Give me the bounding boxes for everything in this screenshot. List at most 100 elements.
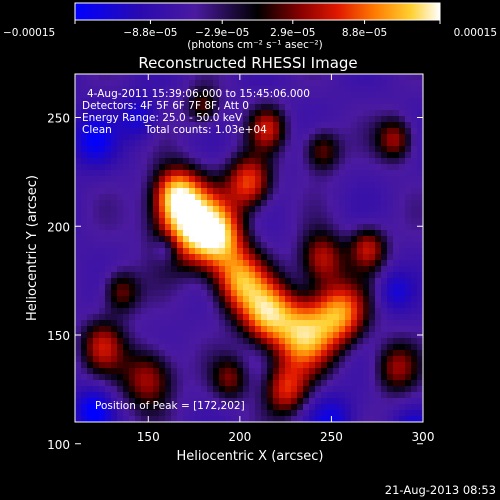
heatmap-cell bbox=[189, 374, 196, 381]
heatmap-cell bbox=[213, 386, 220, 393]
heatmap-cell bbox=[381, 404, 388, 411]
heatmap-cell bbox=[351, 182, 358, 189]
heatmap-cell bbox=[183, 326, 190, 333]
heatmap-cell bbox=[189, 362, 196, 369]
heatmap-cell bbox=[123, 278, 130, 285]
heatmap-cell bbox=[135, 158, 142, 165]
heatmap-cell bbox=[99, 104, 106, 111]
heatmap-cell bbox=[285, 128, 292, 135]
heatmap-cell bbox=[153, 350, 160, 357]
heatmap-cell bbox=[285, 236, 292, 243]
heatmap-cell bbox=[165, 170, 172, 177]
heatmap-cell bbox=[147, 410, 154, 417]
y-axis-label: Heliocentric Y (arcsec) bbox=[25, 175, 40, 321]
heatmap-cell bbox=[117, 182, 124, 189]
heatmap-cell bbox=[351, 344, 358, 351]
heatmap-cell bbox=[351, 302, 358, 309]
heatmap-cell bbox=[303, 80, 310, 87]
heatmap-cell bbox=[345, 92, 352, 99]
heatmap-cell bbox=[153, 140, 160, 147]
heatmap-cell bbox=[285, 200, 292, 207]
heatmap-cell bbox=[201, 380, 208, 387]
heatmap-cell bbox=[75, 116, 82, 123]
heatmap-cell bbox=[81, 152, 88, 159]
heatmap-cell bbox=[123, 350, 130, 357]
heatmap-cell bbox=[87, 176, 94, 183]
heatmap-cell bbox=[375, 224, 382, 231]
heatmap-cell bbox=[153, 236, 160, 243]
heatmap-cell bbox=[291, 74, 298, 81]
heatmap-cell bbox=[327, 254, 334, 261]
heatmap-cell bbox=[189, 98, 196, 105]
heatmap-cell bbox=[279, 128, 286, 135]
heatmap-cell bbox=[405, 254, 412, 261]
heatmap-cell bbox=[387, 122, 394, 129]
heatmap-cell bbox=[273, 116, 280, 123]
heatmap-cell bbox=[291, 128, 298, 135]
heatmap-cell bbox=[207, 284, 214, 291]
heatmap-cell bbox=[417, 134, 423, 141]
heatmap-cell bbox=[225, 74, 232, 81]
heatmap-cell bbox=[99, 368, 106, 375]
heatmap-cell bbox=[351, 134, 358, 141]
heatmap-cell bbox=[183, 266, 190, 273]
heatmap-cell bbox=[321, 122, 328, 129]
heatmap-cell bbox=[327, 320, 334, 327]
heatmap-cell bbox=[357, 362, 364, 369]
heatmap-cell bbox=[81, 314, 88, 321]
heatmap-cell bbox=[357, 290, 364, 297]
heatmap-cell bbox=[333, 116, 340, 123]
heatmap-cell bbox=[405, 350, 412, 357]
heatmap-cell bbox=[213, 320, 220, 327]
heatmap-cell bbox=[75, 344, 82, 351]
heatmap-cell bbox=[219, 392, 226, 399]
heatmap-cell bbox=[201, 134, 208, 141]
heatmap-cell bbox=[213, 404, 220, 411]
heatmap-cell bbox=[129, 200, 136, 207]
heatmap-cell bbox=[411, 116, 418, 123]
heatmap-cell bbox=[303, 260, 310, 267]
heatmap-cell bbox=[417, 404, 423, 411]
heatmap-cell bbox=[303, 212, 310, 219]
heatmap-cell bbox=[147, 254, 154, 261]
heatmap-cell bbox=[81, 416, 88, 422]
heatmap-cell bbox=[327, 308, 334, 315]
heatmap-cell bbox=[351, 80, 358, 87]
heatmap-cell bbox=[195, 74, 202, 81]
heatmap-cell bbox=[201, 122, 208, 129]
heatmap-cell bbox=[153, 98, 160, 105]
heatmap-cell bbox=[123, 326, 130, 333]
heatmap-cell bbox=[75, 404, 82, 411]
heatmap-cell bbox=[177, 416, 184, 422]
heatmap-cell bbox=[123, 416, 130, 422]
heatmap-cell bbox=[171, 320, 178, 327]
heatmap-cell bbox=[363, 368, 370, 375]
heatmap-cell bbox=[165, 416, 172, 422]
heatmap-cell bbox=[237, 344, 244, 351]
heatmap-cell bbox=[273, 74, 280, 81]
heatmap-cell bbox=[345, 374, 352, 381]
heatmap-cell bbox=[291, 236, 298, 243]
heatmap-cell bbox=[195, 86, 202, 93]
heatmap-cell bbox=[153, 284, 160, 291]
heatmap-cell bbox=[351, 230, 358, 237]
heatmap-cell bbox=[333, 236, 340, 243]
heatmap-cell bbox=[273, 224, 280, 231]
heatmap-cell bbox=[243, 86, 250, 93]
heatmap-cell bbox=[297, 122, 304, 129]
heatmap-cell bbox=[135, 332, 142, 339]
heatmap-cell bbox=[123, 296, 130, 303]
heatmap-cell bbox=[147, 380, 154, 387]
heatmap-cell bbox=[351, 284, 358, 291]
heatmap-cell bbox=[225, 404, 232, 411]
heatmap-cell bbox=[159, 212, 166, 219]
heatmap-cell bbox=[153, 212, 160, 219]
heatmap-cell bbox=[261, 350, 268, 357]
heatmap-cell bbox=[123, 164, 130, 171]
heatmap-cell bbox=[177, 212, 184, 219]
heatmap-cell bbox=[357, 332, 364, 339]
heatmap-cell bbox=[339, 200, 346, 207]
heatmap-cell bbox=[213, 254, 220, 261]
heatmap-cell bbox=[111, 296, 118, 303]
chart-title: Reconstructed RHESSI Image bbox=[138, 54, 357, 72]
